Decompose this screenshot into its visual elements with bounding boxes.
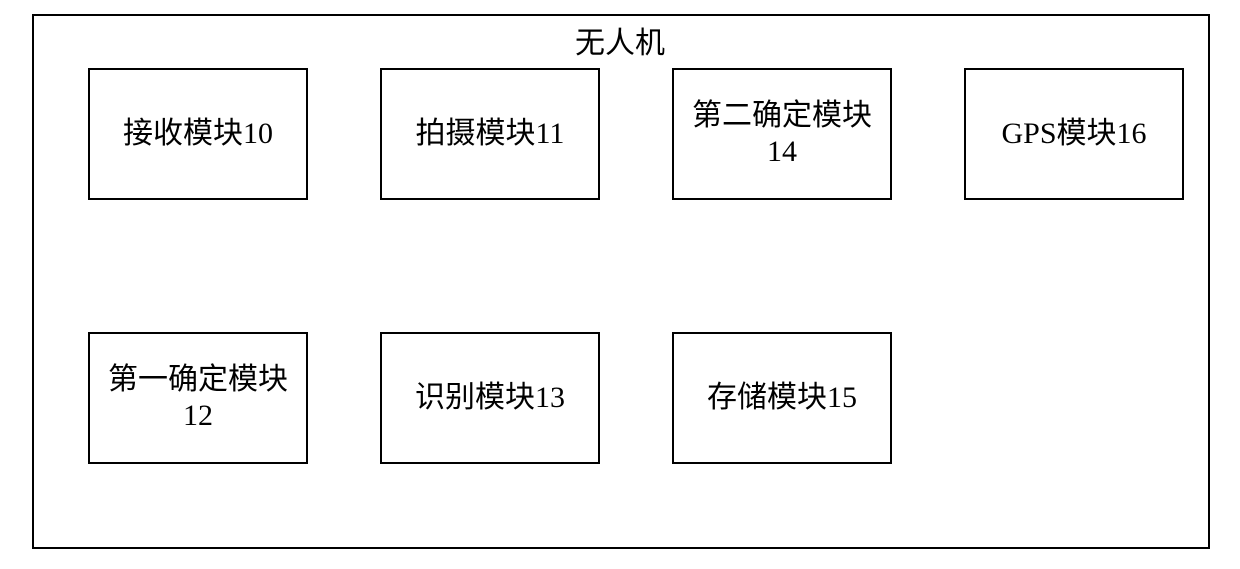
receive-module: 接收模块10 [88,68,308,200]
first-det-module: 第一确定模块12 [88,332,308,464]
recognition-module: 识别模块13 [380,332,600,464]
capture-module: 拍摄模块11 [380,68,600,200]
storage-module: 存储模块15 [672,332,892,464]
module-label: GPS模块16 [1001,116,1146,152]
module-label: 拍摄模块11 [416,116,565,152]
module-label: 存储模块15 [707,380,857,416]
second-det-module: 第二确定模块14 [672,68,892,200]
module-label: 识别模块13 [415,380,565,416]
module-label: 第一确定模块12 [94,362,302,434]
module-label: 接收模块10 [123,116,273,152]
gps-module: GPS模块16 [964,68,1184,200]
diagram-title: 无人机 [530,18,710,62]
module-label: 第二确定模块14 [678,98,886,170]
